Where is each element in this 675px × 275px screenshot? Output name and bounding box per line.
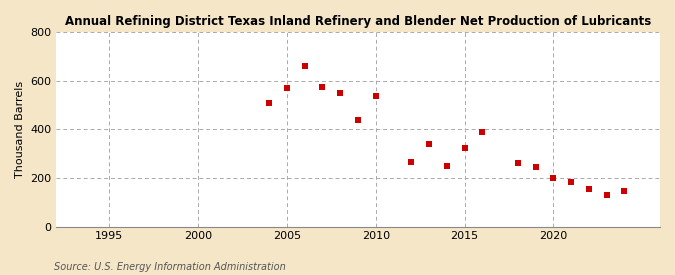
Point (264, 100, 275, 105)
Title: Annual Refining District Texas Inland Refinery and Blender Net Production of Lub: Annual Refining District Texas Inland Re… (65, 15, 651, 28)
Point (299, 64, 310, 68)
Text: Source: U.S. Energy Information Administration: Source: U.S. Energy Information Administ… (54, 262, 286, 272)
Point (601, 193, 612, 197)
Point (512, 161, 523, 166)
Point (371, 94, 381, 99)
Point (459, 145, 470, 150)
Point (477, 130, 488, 134)
Point (566, 179, 576, 184)
Point (281, 86, 292, 90)
Point (406, 160, 416, 164)
Point (335, 90, 346, 95)
Point (424, 142, 435, 146)
Point (619, 189, 630, 194)
Point (583, 187, 594, 191)
Point (531, 165, 541, 169)
Point (441, 164, 452, 168)
Y-axis label: Thousand Barrels: Thousand Barrels (15, 81, 25, 178)
Point (317, 84, 328, 89)
Point (352, 117, 363, 122)
Point (548, 176, 559, 180)
